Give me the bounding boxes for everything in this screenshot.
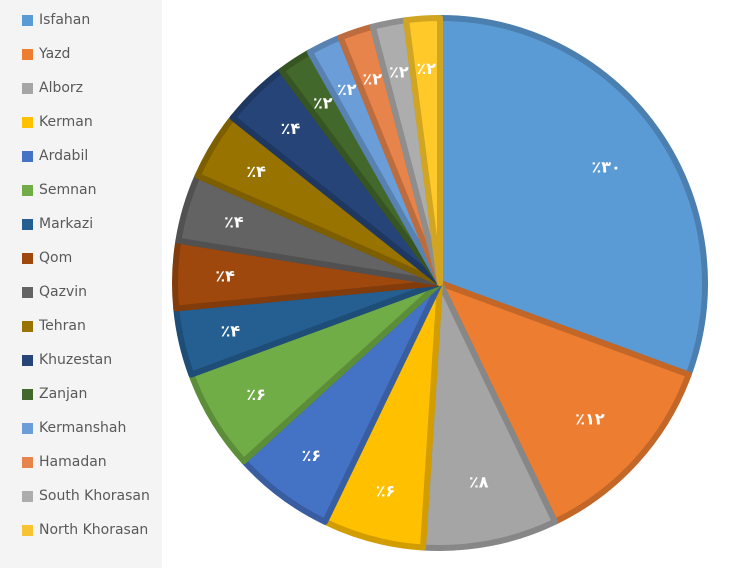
data-label: ٪۴: [281, 119, 301, 138]
legend-label: Kerman: [39, 114, 93, 130]
legend-swatch: [22, 388, 33, 400]
legend-item: Kerman: [22, 114, 93, 130]
legend-item: South Khorasan: [22, 488, 150, 504]
pie-slice: [420, 280, 558, 551]
pie-slice: [437, 280, 692, 525]
legend-swatch: [22, 116, 33, 128]
legend-swatch: [22, 252, 33, 264]
data-label: ٪۴: [215, 267, 235, 286]
legend-item: Markazi: [22, 216, 93, 232]
data-label: ٪۸: [469, 472, 489, 491]
legend-item: Isfahan: [22, 12, 90, 28]
data-label: ٪۶: [376, 481, 396, 500]
data-label: ٪۲: [362, 69, 382, 88]
legend-swatch: [22, 524, 33, 536]
legend-swatch: [22, 48, 33, 60]
legend-label: Markazi: [39, 216, 94, 232]
pie-slice: [437, 15, 708, 378]
legend-item: Semnan: [22, 182, 96, 198]
legend-label: South Khorasan: [39, 488, 150, 504]
data-label: ٪۶: [302, 446, 322, 465]
legend-swatch: [22, 456, 33, 468]
legend-swatch: [22, 422, 33, 434]
legend-label: Khuzestan: [39, 352, 113, 368]
data-label: ٪۲: [313, 93, 333, 112]
legend-label: Yazd: [39, 46, 71, 62]
data-label: ٪۴: [221, 321, 241, 340]
legend-label: Qom: [39, 250, 73, 266]
legend-label: Semnan: [39, 182, 97, 198]
legend-swatch: [22, 150, 33, 162]
data-label: ٪۴: [224, 212, 244, 231]
legend-item: Tehran: [22, 318, 86, 334]
data-label: ٪۲: [416, 59, 436, 78]
legend-swatch: [22, 14, 33, 26]
legend-item: Khuzestan: [22, 352, 112, 368]
legend-item: Yazd: [22, 46, 70, 62]
data-label: ٪۱۲: [575, 410, 605, 429]
legend-swatch: [22, 184, 33, 196]
legend-swatch: [22, 320, 33, 332]
chart-legend: Isfahan Yazd Alborz Kerman Ardabil Semnan Mark…: [0, 0, 162, 568]
data-label: ٪۶: [246, 385, 266, 404]
legend-item: North Khorasan: [22, 522, 148, 538]
pie-slice: [403, 15, 443, 286]
legend-swatch: [22, 354, 33, 366]
data-label: ٪۲: [337, 80, 357, 99]
data-label: ٪۲: [389, 62, 409, 81]
legend-label: Kermanshah: [39, 420, 127, 436]
legend-label: North Khorasan: [39, 522, 149, 538]
legend-item: Alborz: [22, 80, 83, 96]
legend-item: Kermanshah: [22, 420, 126, 436]
data-label: ٪۴: [246, 162, 266, 181]
legend-item: Qom: [22, 250, 72, 266]
legend-label: Ardabil: [39, 148, 89, 164]
legend-swatch: [22, 82, 33, 94]
legend-label: Isfahan: [39, 12, 91, 28]
legend-label: Qazvin: [39, 284, 87, 300]
legend-item: Ardabil: [22, 148, 88, 164]
legend-swatch: [22, 286, 33, 298]
legend-item: Zanjan: [22, 386, 87, 402]
legend-swatch: [22, 218, 33, 230]
legend-swatch: [22, 490, 33, 502]
legend-item: Qazvin: [22, 284, 87, 300]
legend-label: Zanjan: [39, 386, 88, 402]
legend-label: Alborz: [39, 80, 84, 96]
legend-item: Hamadan: [22, 454, 107, 470]
legend-label: Tehran: [39, 318, 86, 334]
legend-label: Hamadan: [39, 454, 107, 470]
data-label: ٪۳۰: [591, 158, 620, 177]
